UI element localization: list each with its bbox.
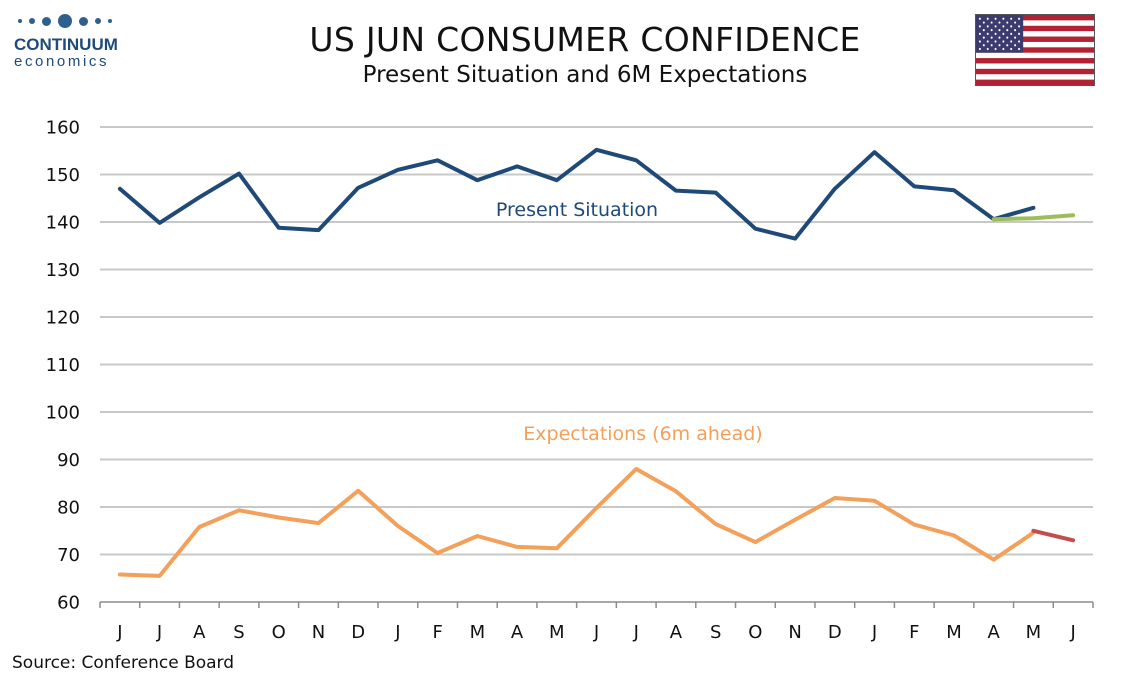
chart-title: US JUN CONSUMER CONFIDENCE [309,20,861,59]
x-tick-label-20: F [909,622,919,643]
logo-subtitle: economics [14,53,110,70]
series-line-present-situation [117,147,1036,241]
x-tick-label-1: J [156,622,162,643]
x-tick-label-2: A [193,622,206,643]
present-situation-label: Present Situation [496,199,658,221]
x-tick-label-0: J [116,622,122,643]
series-line-present-situation-forecast [991,213,1076,222]
series-line-expectations-6m-ahead [117,467,1036,578]
continuum-logo: CONTINUUM economics [14,10,134,70]
x-tick-label-8: F [432,622,442,643]
y-tick-label-140: 140 [46,213,80,234]
x-tick-label-5: N [312,622,325,643]
x-tick-label-24: J [1069,622,1075,643]
x-tick-label-13: J [633,622,639,643]
x-axis [99,601,1094,608]
x-tick-label-17: N [788,622,801,643]
y-tick-label-100: 100 [46,403,80,424]
y-tick-label-120: 120 [46,308,80,329]
source-note: Source: Conference Board [12,653,235,673]
logo-dots [18,10,134,32]
y-tick-label-110: 110 [46,355,80,376]
y-tick-label-160: 160 [46,118,80,139]
y-tick-label-80: 80 [57,498,80,519]
x-tick-label-9: M [470,622,486,643]
x-tick-label-7: J [394,622,400,643]
us-flag-icon [975,14,1095,86]
logo-name: CONTINUUM [14,35,118,54]
x-tick-label-3: S [233,622,244,643]
x-tick-label-14: A [670,622,683,643]
series-line-expectations-forecast [1031,528,1076,543]
x-tick-label-12: J [593,622,599,643]
x-tick-label-10: A [511,622,524,643]
x-tick-label-23: M [1026,622,1042,643]
x-tick-label-15: S [710,622,721,643]
x-tick-label-21: M [946,622,962,643]
expectations-label: Expectations (6m ahead) [523,423,762,445]
y-tick-label-70: 70 [57,545,80,566]
y-tick-label-130: 130 [46,260,80,281]
y-axis-tick-labels: 60 70 80 90 100 110 120 130 140 150 160 [46,118,80,614]
y-tick-label-60: 60 [57,593,80,614]
grid-lines [100,126,1093,556]
chart-subtitle: Present Situation and 6M Expectations [362,62,808,88]
x-tick-label-16: O [748,622,762,643]
x-tick-label-22: A [988,622,1001,643]
x-tick-label-4: O [272,622,286,643]
x-tick-label-19: J [871,622,877,643]
x-tick-label-6: D [351,622,365,643]
y-tick-label-90: 90 [57,450,80,471]
series-lines [117,147,1076,578]
y-tick-label-150: 150 [46,165,80,186]
x-tick-label-11: M [549,622,565,643]
x-tick-label-18: D [828,622,842,643]
